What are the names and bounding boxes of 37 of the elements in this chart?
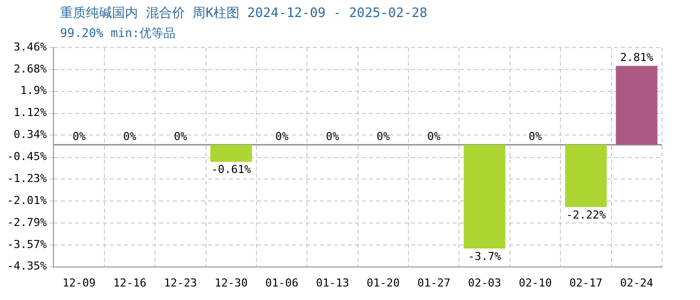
data-label: -0.61% [211, 163, 252, 176]
y-tick-label: -2.79% [6, 216, 48, 229]
y-tick-label: -1.23% [6, 172, 48, 186]
y-tick-label: 1.9% [20, 84, 48, 98]
x-tick-label: 01-27 [417, 276, 450, 290]
data-label: 0% [528, 130, 542, 144]
data-label: 0% [72, 130, 86, 144]
data-label: 0% [326, 130, 340, 144]
data-label: 2.81% [620, 51, 654, 64]
x-tick-label: 12-09 [62, 276, 96, 290]
y-tick-label: 0.34% [14, 128, 48, 142]
data-label: 0% [275, 130, 289, 144]
data-label: 0% [174, 130, 188, 144]
data-label: 0% [123, 130, 137, 144]
y-tick-label: -2.01% [6, 194, 48, 207]
chart-title: 重质纯碱国内 混合价 周K柱图 2024-12-09 - 2025-02-28 [60, 5, 428, 22]
x-tick-label: 02-24 [620, 276, 654, 290]
y-tick-label: -3.57% [6, 238, 48, 251]
x-tick-label: 01-20 [366, 276, 400, 290]
x-tick-label: 02-03 [468, 276, 502, 290]
x-tick-label: 01-13 [316, 276, 350, 290]
y-tick-label: -4.35% [6, 260, 48, 273]
data-label: 0% [427, 130, 441, 144]
x-tick-label: 12-30 [214, 276, 248, 290]
y-tick-label: 2.68% [14, 62, 48, 76]
x-tick-label: 02-10 [518, 276, 552, 290]
y-tick-label: 3.46% [14, 40, 48, 54]
data-label: 0% [376, 130, 390, 144]
data-label: -3.7% [468, 250, 502, 263]
chart-subtitle: 99.20% min:优等品 [60, 25, 176, 42]
x-tick-label: 12-23 [164, 276, 198, 290]
x-tick-label: 01-06 [265, 276, 298, 290]
y-tick-label: 1.12% [14, 106, 48, 120]
x-tick-label: 12-16 [113, 276, 146, 290]
x-tick-label: 02-17 [569, 276, 603, 290]
y-tick-label: -0.45% [6, 150, 48, 164]
data-label: -2.22% [566, 208, 606, 222]
